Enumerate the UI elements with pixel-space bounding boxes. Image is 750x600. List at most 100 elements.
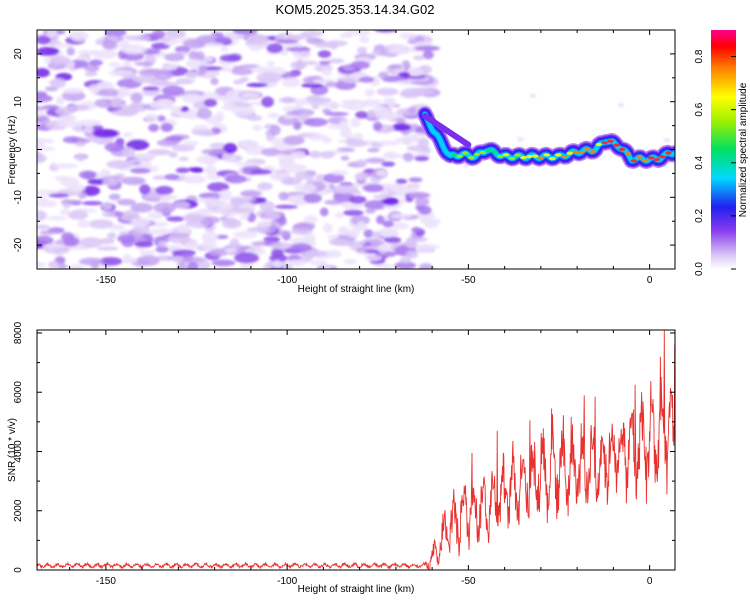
noise-blob [364, 199, 389, 210]
noise-blob [49, 55, 71, 65]
noise-blob [206, 202, 224, 208]
track-hotspot [566, 151, 574, 155]
noise-blob [166, 216, 185, 222]
noise-blob [422, 50, 434, 60]
track-hotspot [607, 139, 614, 143]
noise-blob [164, 30, 187, 39]
noise-blob [239, 77, 250, 82]
noise-blob [164, 173, 180, 181]
noise-blob [414, 244, 434, 254]
noise-blob [209, 142, 227, 149]
noise-blob [343, 258, 358, 265]
noise-blob [340, 103, 357, 109]
noise-blob [364, 208, 376, 214]
colorbar-tick-label: 0.4 [694, 155, 705, 169]
x-tick-label: -50 [461, 275, 476, 286]
noise-blob [278, 157, 295, 167]
noise-blob [529, 93, 536, 98]
noise-blob [219, 54, 241, 63]
track-hotspot [665, 151, 672, 155]
noise-blob [299, 112, 310, 119]
noise-blob [102, 39, 117, 50]
snr-series-line [37, 330, 675, 570]
noise-blob [323, 249, 343, 258]
noise-blob [274, 204, 299, 209]
noise-blob [60, 199, 83, 204]
noise-blob [204, 165, 217, 176]
noise-blob [220, 46, 230, 52]
track-hotspot [468, 156, 475, 160]
noise-blob [153, 70, 174, 81]
noise-blob [122, 253, 132, 264]
noise-blob [350, 60, 371, 70]
noise-blob [120, 210, 140, 221]
noise-blob [38, 195, 47, 204]
noise-blob [293, 200, 306, 206]
track-branch [421, 113, 472, 148]
colorbar-tick-label: 0.0 [694, 262, 705, 276]
noise-blob [39, 230, 57, 235]
track-hotspot [653, 157, 661, 162]
track-hotspot [647, 156, 655, 160]
noise-blob [56, 120, 80, 128]
noise-blob [201, 239, 217, 250]
noise-blob [164, 245, 183, 250]
noise-blob [337, 226, 349, 237]
noise-blob [223, 142, 238, 154]
colorbar-tick-label: 0.6 [694, 102, 705, 116]
spectrogram-y-label: Frequency (Hz) [7, 116, 18, 185]
noise-blob [157, 99, 175, 108]
noise-blob [104, 30, 127, 37]
noise-blob [37, 235, 54, 246]
noise-blob [153, 202, 177, 214]
noise-blob [270, 242, 292, 250]
noise-blob [286, 259, 306, 267]
noise-blob [405, 238, 417, 249]
track-hotspot [624, 152, 632, 156]
noise-blob [49, 43, 74, 48]
noise-blob [382, 153, 407, 159]
x-tick-label: -100 [277, 576, 297, 587]
noise-blob [362, 184, 384, 193]
noise-blob [418, 263, 434, 269]
noise-blob [303, 193, 322, 204]
noise-blob [375, 170, 388, 177]
noise-blob [203, 98, 218, 107]
noise-blob [63, 236, 80, 247]
track-hotspot [502, 153, 510, 157]
noise-blob [374, 263, 395, 269]
noise-blob [257, 182, 273, 191]
noise-blob [326, 124, 350, 130]
noise-blob [342, 79, 362, 84]
noise-blob [356, 220, 366, 231]
noise-blob [55, 96, 65, 106]
noise-blob [224, 247, 237, 254]
track-hotspot [543, 153, 550, 157]
noise-blob [221, 66, 232, 73]
noise-blob [356, 247, 368, 252]
noise-blob [152, 175, 169, 180]
noise-blob [279, 49, 289, 56]
noise-blob [381, 161, 396, 167]
noise-blob [423, 220, 439, 229]
noise-blob [161, 85, 185, 96]
noise-blob [272, 260, 283, 269]
noise-blob [55, 106, 74, 116]
noise-blob [617, 103, 624, 108]
noise-blob [37, 114, 51, 125]
noise-blob [319, 103, 342, 108]
noise-blob [109, 224, 126, 231]
noise-blob [376, 87, 399, 96]
noise-blob [309, 150, 321, 159]
noise-blob [102, 201, 113, 211]
noise-blob [280, 177, 302, 186]
noise-blob [395, 178, 408, 185]
noise-blob [155, 255, 174, 262]
noise-blob [229, 238, 240, 250]
noise-blob [358, 76, 375, 83]
noise-blob [117, 198, 136, 206]
noise-blob [383, 197, 400, 206]
noise-blob [304, 215, 318, 224]
noise-blob [278, 191, 289, 201]
